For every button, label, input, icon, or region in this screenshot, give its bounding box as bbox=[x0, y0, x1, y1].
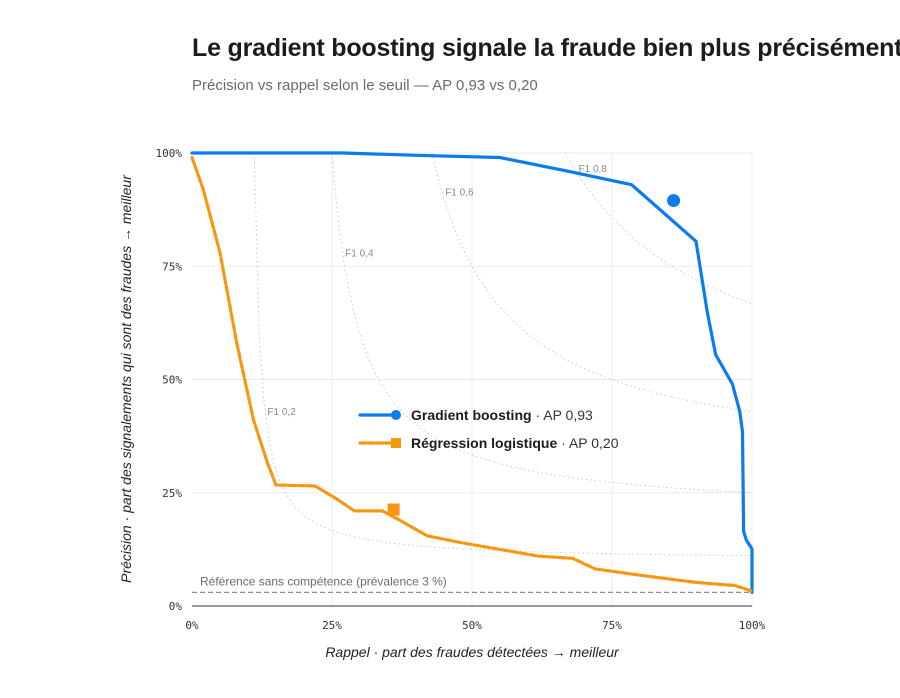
x-tick-label: 50% bbox=[462, 619, 482, 632]
y-tick-label: 25% bbox=[162, 487, 182, 500]
legend: Gradient boosting · AP 0,93 Régression lo… bbox=[358, 407, 619, 451]
operating-point-gradient-boosting bbox=[667, 194, 681, 208]
iso-f1-curve bbox=[431, 152, 753, 413]
x-tick-label: 75% bbox=[602, 619, 622, 632]
chart-subtitle: Précision vs rappel selon le seuil — AP … bbox=[192, 77, 538, 94]
legend-marker-square bbox=[391, 438, 401, 448]
x-tick-label: 25% bbox=[322, 619, 342, 632]
legend-ap-value: · AP 0,93 bbox=[532, 407, 593, 423]
baseline-label: Référence sans compétence (prévalence 3 … bbox=[200, 574, 447, 588]
legend-series-name: Gradient boosting bbox=[411, 407, 532, 423]
y-tick-label: 100% bbox=[156, 147, 183, 160]
y-axis-title: Précision · part des signalements qui so… bbox=[118, 174, 134, 583]
iso-f1-label: F1 0,8 bbox=[579, 164, 608, 175]
chart-title: Le gradient boosting signale la fraude b… bbox=[192, 34, 900, 62]
iso-f1-label: F1 0,2 bbox=[267, 407, 296, 418]
legend-series-name: Régression logistique bbox=[411, 435, 557, 451]
operating-points bbox=[387, 194, 681, 516]
legend-ap-value: · AP 0,20 bbox=[557, 435, 618, 451]
legend-entry: Régression logistique · AP 0,20 bbox=[411, 435, 619, 451]
iso-f1-label: F1 0,6 bbox=[445, 188, 474, 199]
operating-point-logistic-regression bbox=[387, 503, 400, 516]
x-axis-title: Rappel · part des fraudes détectées → me… bbox=[325, 644, 620, 660]
iso-f1-curve bbox=[564, 152, 753, 305]
series-line-gradient-boosting bbox=[190, 151, 754, 595]
legend-entry: Gradient boosting · AP 0,93 bbox=[411, 407, 593, 423]
baseline: Référence sans compétence (prévalence 3 … bbox=[192, 574, 752, 594]
axes: 0% 25% 50% 75% 100% 0% 25% 50% 75% 100% bbox=[156, 147, 766, 632]
x-tick-label: 0% bbox=[185, 619, 199, 632]
iso-f1-curve bbox=[331, 152, 753, 494]
y-tick-label: 50% bbox=[162, 374, 182, 387]
iso-f1-label: F1 0,4 bbox=[345, 249, 374, 260]
grid-lines bbox=[192, 152, 753, 606]
legend-marker-circle bbox=[391, 410, 401, 420]
y-tick-label: 0% bbox=[169, 600, 183, 613]
y-tick-label: 75% bbox=[162, 260, 182, 273]
x-tick-label: 100% bbox=[739, 619, 766, 632]
